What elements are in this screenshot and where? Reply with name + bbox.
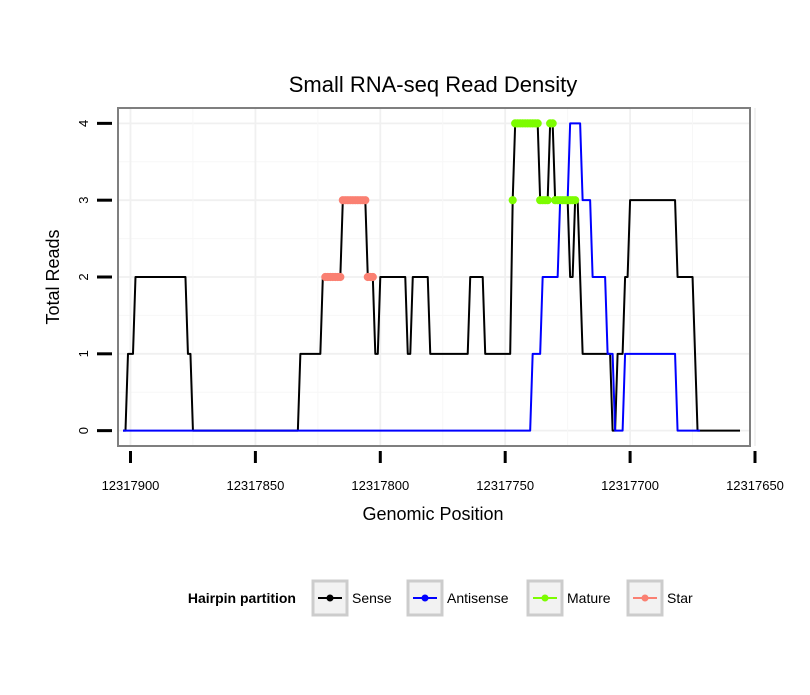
y-axis-title: Total Reads (43, 229, 63, 324)
legend-key-point (641, 594, 649, 602)
mature-point (508, 196, 517, 205)
series-antisense (123, 122, 701, 432)
y-tick-label: 4 (76, 120, 91, 127)
legend-label: Mature (567, 590, 611, 606)
y-axis: 0 1 2 3 4 (76, 120, 112, 434)
legend-label: Star (667, 590, 693, 606)
mature-point (543, 196, 552, 205)
x-tick-label: 12317800 (351, 478, 409, 493)
legend-item-antisense: Antisense (406, 579, 509, 617)
legend-item-star: Star (626, 579, 693, 617)
legend-key-point (326, 594, 334, 602)
x-tick-label: 12317900 (102, 478, 160, 493)
series-star (321, 196, 377, 282)
y-tick-label: 1 (76, 350, 91, 357)
y-tick-label: 0 (76, 427, 91, 434)
legend-title: Hairpin partition (188, 590, 296, 606)
y-tick-label: 3 (76, 197, 91, 204)
grid-layer (118, 108, 756, 446)
legend-item-sense: Sense (311, 579, 392, 617)
series-sense (123, 122, 741, 432)
mature-point (571, 196, 580, 205)
sense-line (123, 122, 741, 432)
plot-border (117, 107, 751, 447)
legend-key-point (541, 594, 549, 602)
mature-point (533, 119, 542, 128)
chart-title: Small RNA-seq Read Density (289, 72, 578, 97)
legend: Hairpin partition Sense Antisense Mature St… (188, 579, 693, 617)
legend-label: Antisense (447, 590, 509, 606)
legend-label: Sense (352, 590, 392, 606)
antisense-line (123, 122, 701, 432)
x-tick-label: 12317650 (726, 478, 784, 493)
x-tick-label: 12317850 (226, 478, 284, 493)
star-point (336, 272, 345, 282)
legend-item-mature: Mature (526, 579, 611, 617)
series-layer (123, 119, 741, 432)
x-axis-title: Genomic Position (362, 504, 503, 524)
star-point (361, 196, 370, 205)
x-axis: 12317900 12317850 12317800 12317750 12317700… (102, 451, 784, 493)
legend-key-point (421, 594, 429, 602)
y-tick-label: 2 (76, 273, 91, 280)
star-point (368, 272, 377, 282)
x-tick-label: 12317700 (601, 478, 659, 493)
x-tick-label: 12317750 (476, 478, 534, 493)
series-mature (508, 119, 580, 205)
mature-point (548, 119, 557, 128)
